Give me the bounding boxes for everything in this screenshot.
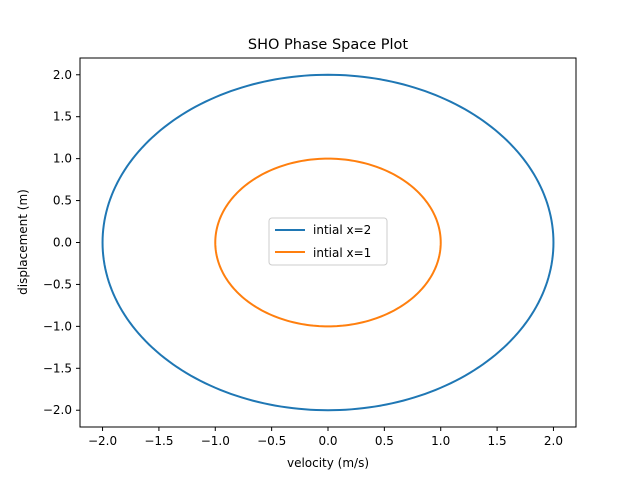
series-line [101, 73, 555, 412]
y-tick-label: 0.0 [53, 236, 72, 250]
x-tick-label: −2.0 [88, 434, 117, 448]
x-axis-ticks: −2.0 −1.5 −1.0 −0.5 0.0 0.5 1.0 1.5 2.0 [88, 427, 563, 448]
x-tick-label: 2.0 [544, 434, 563, 448]
legend-label: intial x=1 [313, 246, 371, 260]
y-tick-label: −1.0 [43, 319, 72, 333]
chart-title: SHO Phase Space Plot [248, 37, 408, 53]
y-axis-label: displacement (m) [16, 189, 30, 295]
x-tick-label: 1.5 [488, 434, 507, 448]
x-tick-label: −0.5 [257, 434, 286, 448]
series-line [214, 157, 442, 328]
x-tick-label: 0.0 [318, 434, 337, 448]
y-tick-label: 0.5 [53, 194, 72, 208]
y-tick-label: 1.0 [53, 152, 72, 166]
x-tick-label: 1.0 [431, 434, 450, 448]
y-tick-label: −2.0 [43, 403, 72, 417]
y-axis-ticks: −2.0 −1.5 −1.0 −0.5 0.0 0.5 1.0 1.5 2.0 [43, 68, 80, 417]
y-tick-label: 1.5 [53, 110, 72, 124]
legend-label: intial x=2 [313, 223, 371, 237]
x-tick-label: 0.5 [375, 434, 394, 448]
y-tick-label: 2.0 [53, 68, 72, 82]
y-tick-label: −0.5 [43, 277, 72, 291]
x-axis-label: velocity (m/s) [287, 456, 369, 470]
legend: intial x=2 intial x=1 [268, 217, 388, 266]
x-tick-label: −1.5 [144, 434, 173, 448]
y-tick-label: −1.5 [43, 361, 72, 375]
x-tick-label: −1.0 [201, 434, 230, 448]
series-layer [101, 73, 555, 412]
